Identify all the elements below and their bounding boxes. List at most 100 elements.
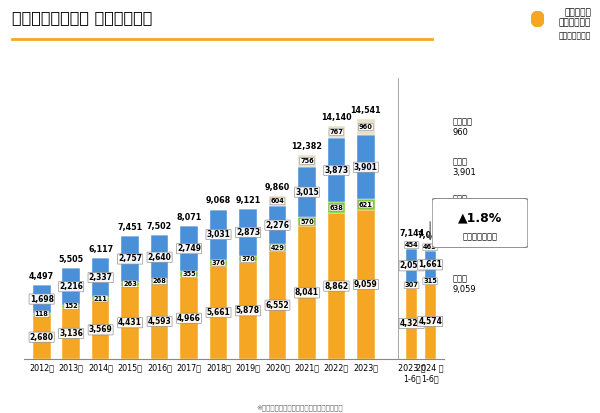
Text: 3,569: 3,569 [89,325,113,335]
Text: 7,013: 7,013 [418,231,443,240]
Text: 9,059: 9,059 [354,280,378,289]
Bar [425,251,436,278]
Bar [298,217,316,226]
Bar [209,266,227,359]
Text: 315: 315 [423,278,437,284]
Text: 4,966: 4,966 [177,314,201,323]
Text: 農産物
9,059: 農産物 9,059 [452,275,476,294]
Text: 118: 118 [35,311,49,317]
Bar [121,282,139,286]
Bar [209,260,227,266]
Text: 4,326: 4,326 [400,319,424,328]
Bar [406,249,417,283]
Text: 4,593: 4,593 [148,317,172,326]
Text: 7,144: 7,144 [399,229,424,237]
Bar [121,286,139,359]
Text: 621: 621 [359,202,373,207]
Bar [298,155,316,167]
Text: 3,901: 3,901 [354,163,378,172]
Text: 8,071: 8,071 [176,213,202,222]
Bar [62,308,80,359]
Text: 4,497: 4,497 [29,272,54,281]
Bar [298,226,316,359]
Bar [357,135,375,199]
Bar [92,258,109,297]
Bar [180,277,198,359]
Bar [269,206,286,244]
Bar [151,283,169,359]
Bar [180,226,198,271]
Bar [33,285,50,313]
Bar [269,197,286,206]
Text: 268: 268 [152,278,167,284]
Bar [357,210,375,359]
Text: 211: 211 [94,296,107,301]
Text: ※財務省「貸易統計」を基に農林水産省作成: ※財務省「貸易統計」を基に農林水産省作成 [257,404,343,411]
Text: 9,068: 9,068 [206,196,231,205]
Text: 輸出・国際局: 輸出・国際局 [559,19,591,28]
Text: 263: 263 [123,281,137,287]
Text: 3,031: 3,031 [206,230,230,239]
Text: 5,878: 5,878 [236,306,260,315]
Bar [269,244,286,251]
Text: 6,552: 6,552 [266,301,289,310]
Bar [406,288,417,359]
Text: 463: 463 [423,244,437,250]
Text: 9,860: 9,860 [265,183,290,192]
Text: 14,140: 14,140 [321,113,352,121]
Text: （単位：億円）: （単位：億円） [559,31,591,40]
Bar [92,300,109,359]
Text: 960: 960 [359,124,373,130]
Bar [357,119,375,135]
Text: 3,873: 3,873 [325,166,349,175]
Bar [357,199,375,210]
Bar [425,278,436,284]
Bar [151,279,169,283]
Bar [121,236,139,282]
Text: 2,276: 2,276 [265,221,289,230]
Text: 2,749: 2,749 [177,244,201,253]
Text: 307: 307 [404,282,419,288]
Text: 農林水産物・食品 輸出額の推移: 農林水産物・食品 輸出額の推移 [12,10,152,25]
Text: 376: 376 [212,260,226,266]
Text: 4,574: 4,574 [418,317,442,326]
Text: 756: 756 [300,158,314,164]
Text: 570: 570 [300,219,314,225]
Text: 2,680: 2,680 [29,333,53,342]
Text: 12,382: 12,382 [292,142,322,151]
Text: 5,505: 5,505 [59,255,84,264]
Text: 水産物
3,901: 水産物 3,901 [452,157,476,177]
Text: 638: 638 [329,204,343,211]
Bar [239,262,257,359]
Text: 1,661: 1,661 [418,260,442,269]
Bar [298,167,316,217]
Text: 9,121: 9,121 [235,195,260,204]
Text: 6,117: 6,117 [88,245,113,254]
Bar [33,313,50,315]
Bar [92,297,109,300]
Text: 370: 370 [241,256,255,262]
Bar [328,213,345,359]
Text: ▲1.8%: ▲1.8% [458,211,502,225]
Text: 1,698: 1,698 [29,294,53,304]
Text: 14,541: 14,541 [350,106,381,115]
Text: 2,216: 2,216 [59,282,83,291]
Text: 2,873: 2,873 [236,228,260,237]
Bar [425,243,436,251]
Text: 2,757: 2,757 [118,254,142,263]
Text: （前年同期比）: （前年同期比） [463,233,497,241]
Bar [328,138,345,202]
Bar [209,209,227,260]
Text: 少額貨物
960: 少額貨物 960 [452,117,472,137]
Text: 767: 767 [329,129,343,135]
Circle shape [531,11,544,27]
Text: 農林水産省: 農林水産省 [564,8,591,17]
Text: 林産物
621: 林産物 621 [452,195,468,214]
Text: 355: 355 [182,271,196,278]
Bar [180,271,198,277]
Text: 604: 604 [271,198,284,204]
Text: 2,057: 2,057 [400,261,424,270]
Text: 429: 429 [271,244,284,251]
Bar [328,126,345,138]
Text: 152: 152 [64,303,78,309]
